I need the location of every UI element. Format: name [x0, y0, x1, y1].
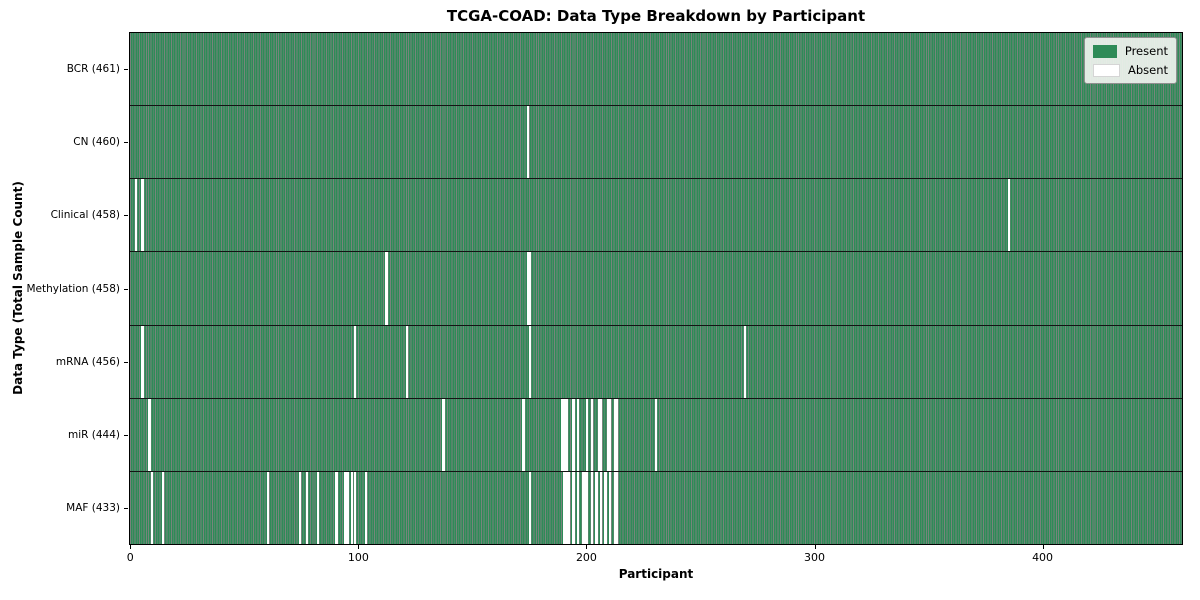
- absent-gap: [364, 471, 368, 544]
- absent-gap: [577, 471, 580, 544]
- datatype-row-mRNA: [130, 325, 1182, 399]
- absent-gap: [353, 471, 356, 544]
- absent-gap: [526, 106, 530, 179]
- absent-gap: [572, 398, 575, 471]
- x-tick-label-100: 100: [347, 551, 369, 564]
- x-tick-label-200: 200: [575, 551, 597, 564]
- x-tick-label-300: 300: [804, 551, 825, 564]
- absent-gap: [586, 398, 589, 471]
- x-tick-mark: [814, 545, 816, 549]
- absent-gap: [335, 471, 338, 544]
- absent-gap: [529, 325, 532, 398]
- y-tick-label-Methylation: Methylation (458): [26, 282, 120, 295]
- absent-gap: [597, 398, 600, 471]
- y-tick-mark: [124, 508, 128, 510]
- legend-present-label: Present: [1124, 44, 1168, 58]
- absent-gap: [563, 398, 566, 471]
- y-tick-mark: [124, 68, 128, 70]
- absent-gap: [615, 471, 619, 544]
- legend-present-swatch: [1093, 44, 1117, 58]
- absent-gap: [529, 252, 532, 325]
- y-tick-mark: [124, 361, 128, 363]
- y-tick-mark: [124, 215, 128, 217]
- absent-gap: [606, 398, 609, 471]
- absent-gap: [561, 398, 564, 471]
- absent-gap: [529, 471, 532, 544]
- absent-gap: [615, 398, 619, 471]
- x-axis-label: Participant: [618, 567, 694, 581]
- x-tick-label-400: 400: [1032, 551, 1054, 564]
- absent-gap: [150, 471, 153, 544]
- absent-gap: [344, 471, 347, 544]
- absent-gap: [608, 471, 612, 544]
- datatype-row-MAF: [130, 471, 1182, 544]
- absent-gap: [572, 471, 575, 544]
- absent-gap: [351, 471, 354, 544]
- absent-gap: [442, 398, 445, 471]
- absent-gap: [298, 471, 302, 544]
- datatype-row-Methylation: [130, 252, 1182, 326]
- absent-gap: [141, 179, 144, 252]
- plot-area: [129, 32, 1183, 545]
- absent-gap: [134, 179, 137, 252]
- datatype-row-miR: [130, 398, 1182, 472]
- legend-item-absent: Absent: [1093, 63, 1168, 77]
- absent-gap: [586, 471, 589, 544]
- chart-title: TCGA-COAD: Data Type Breakdown by Partic…: [446, 7, 866, 25]
- absent-gap: [613, 398, 616, 471]
- datatype-row-Clinical: [130, 179, 1182, 253]
- absent-gap: [590, 471, 593, 544]
- absent-gap: [608, 398, 612, 471]
- absent-gap: [266, 471, 270, 544]
- absent-gap: [1008, 179, 1011, 252]
- legend: Present Absent: [1084, 37, 1177, 84]
- datatype-row-CN: [130, 106, 1182, 180]
- absent-gap: [305, 471, 308, 544]
- y-tick-label-Clinical: Clinical (458): [50, 209, 120, 222]
- y-tick-mark: [124, 288, 128, 290]
- y-tick-mark: [124, 141, 128, 143]
- y-tick-label-mRNA: mRNA (456): [55, 355, 120, 368]
- absent-gap: [567, 471, 571, 544]
- absent-gap: [141, 325, 144, 398]
- y-tick-mark: [124, 435, 128, 437]
- x-tick-mark: [586, 545, 588, 549]
- absent-gap: [583, 471, 587, 544]
- absent-gap: [161, 471, 165, 544]
- absent-gap: [599, 471, 603, 544]
- legend-absent-label: Absent: [1127, 63, 1168, 77]
- absent-gap: [581, 471, 584, 544]
- absent-gap: [654, 398, 657, 471]
- absent-gap: [595, 471, 598, 544]
- absent-gap: [565, 471, 568, 544]
- absent-gap: [590, 398, 593, 471]
- absent-gap: [563, 471, 566, 544]
- absent-gap: [148, 398, 151, 471]
- absent-gap: [526, 252, 530, 325]
- absent-gap: [577, 398, 580, 471]
- datatype-row-BCR: [130, 33, 1182, 107]
- y-tick-label-miR: miR (444): [67, 429, 120, 442]
- absent-gap: [522, 398, 525, 471]
- absent-gap: [353, 325, 356, 398]
- absent-gap: [604, 471, 607, 544]
- absent-gap: [385, 252, 388, 325]
- legend-absent-swatch: [1093, 63, 1120, 77]
- absent-gap: [743, 325, 746, 398]
- x-tick-label-0: 0: [126, 551, 134, 564]
- x-tick-mark: [358, 545, 360, 549]
- absent-gap: [405, 325, 409, 398]
- absent-gap: [317, 471, 320, 544]
- x-tick-mark: [130, 545, 132, 549]
- y-tick-label-MAF: MAF (433): [66, 502, 120, 515]
- x-tick-mark: [1042, 545, 1044, 549]
- y-tick-label-CN: CN (460): [73, 135, 120, 148]
- absent-gap: [565, 398, 568, 471]
- absent-gap: [613, 471, 616, 544]
- absent-gap: [346, 471, 349, 544]
- legend-item-present: Present: [1093, 44, 1168, 58]
- absent-gap: [599, 398, 603, 471]
- y-tick-label-BCR: BCR (461): [66, 62, 120, 75]
